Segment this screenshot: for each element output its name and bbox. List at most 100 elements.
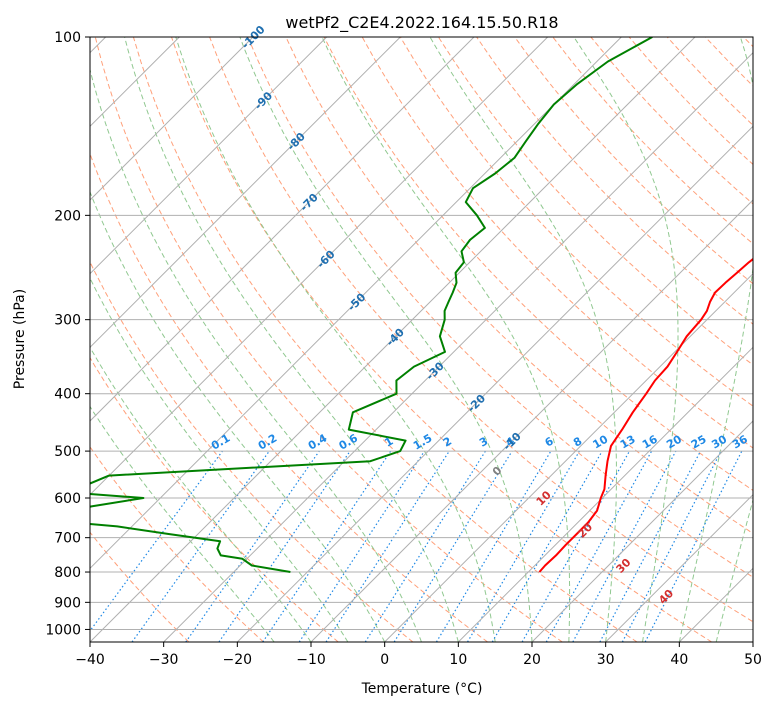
plot-frame	[89, 36, 754, 643]
moist-adiabat	[90, 405, 275, 642]
isotherm	[90, 37, 475, 422]
profile-lines	[90, 37, 753, 573]
moist-adiabat	[429, 37, 617, 642]
x-tick-label: −40	[75, 652, 105, 668]
y-tick-label: 1000	[45, 622, 81, 638]
mixing-ratio-label: 2	[441, 435, 454, 450]
y-tick-label: 200	[54, 208, 81, 224]
isotherm	[90, 37, 254, 201]
x-tick-label: 30	[597, 652, 615, 668]
y-tick-label: 500	[54, 444, 81, 460]
x-tick-label: −20	[223, 652, 253, 668]
x-axis-label: Temperature (°C)	[361, 681, 483, 697]
line-labels: 0.1 0.2 0.4 0.6 1 1.5 2 3 4 6 8 10 13 16 20 25 30 36-100-…	[209, 23, 750, 607]
mixing-ratio-label: 8	[571, 435, 584, 450]
y-axis-label: Pressure (hPa)	[12, 289, 28, 389]
isotherm	[90, 37, 401, 349]
isotherm	[90, 37, 328, 275]
y-tick-label: 900	[54, 595, 81, 611]
y-tick-label: 800	[54, 565, 81, 581]
moist-adiabat	[124, 37, 459, 642]
dry-adiabat	[704, 37, 753, 87]
chart-title: wetPf2_C2E4.2022.164.15.50.R18	[285, 13, 558, 33]
mixing-ratio-line	[90, 450, 223, 632]
moist-adiabat	[90, 67, 422, 642]
pseudoadiabat-label: 40	[656, 587, 676, 607]
dry-adiabat	[666, 37, 753, 126]
mixing-ratio-line	[466, 450, 580, 642]
mixing-ratio-label: 10	[591, 432, 611, 451]
dry-adiabat	[90, 531, 190, 642]
isotherm	[163, 51, 753, 642]
x-tick-label: 0	[380, 652, 389, 668]
moist-adiabat	[239, 37, 533, 642]
mixing-ratio-line	[435, 450, 552, 642]
mixing-ratio-label: 13	[618, 433, 638, 452]
moist-adiabat	[175, 37, 496, 642]
y-tick-label: 700	[54, 531, 81, 547]
dry-adiabat	[171, 37, 712, 642]
mixing-ratio-line	[599, 450, 702, 642]
isotherm	[90, 37, 696, 642]
mixing-ratio-line	[364, 450, 486, 642]
moist-adiabat	[573, 37, 679, 642]
mixing-ratio-label: 36	[730, 432, 750, 451]
dry-adiabat	[132, 37, 638, 642]
dry-adiabat	[437, 37, 753, 366]
isotherm	[457, 346, 753, 642]
moist-adiabat	[90, 346, 312, 642]
mixing-ratio-label: 1.5	[411, 432, 434, 453]
mixing-ratio-line	[262, 450, 392, 642]
dry-adiabat	[90, 356, 339, 642]
mixing-ratio-line	[521, 450, 631, 642]
isotherm-label: -80	[285, 130, 308, 153]
isotherm-label: -70	[298, 191, 321, 214]
x-tick-label: 20	[523, 652, 541, 668]
isotherm	[236, 125, 753, 642]
moist-adiabat	[715, 498, 753, 642]
dry-adiabat	[743, 37, 753, 48]
dry-adiabat	[90, 446, 264, 642]
mixing-ratio-label: 0.1	[209, 432, 232, 453]
y-tick-label: 600	[54, 491, 81, 507]
isotherm	[531, 420, 753, 642]
mixing-ratio-line	[644, 450, 743, 642]
isotherm	[90, 37, 622, 570]
isotherm-label: -90	[252, 89, 275, 112]
pseudoadiabat-label: 30	[614, 556, 634, 576]
x-axis-ticks: −40 −30 −20 −10 0 10 20 30 40 50	[75, 642, 762, 668]
isotherm	[384, 272, 753, 642]
isotherms	[90, 37, 753, 642]
moist-adiabat	[90, 277, 349, 642]
x-tick-label: 50	[744, 652, 762, 668]
dry-adiabat	[94, 37, 563, 642]
dry-adiabat	[90, 152, 488, 642]
x-tick-label: −10	[296, 652, 326, 668]
y-tick-label: 300	[54, 313, 81, 329]
x-tick-label: 10	[449, 652, 467, 668]
moist-adiabat	[90, 190, 386, 642]
pseudoadiabat-label: 10	[534, 488, 554, 508]
dry-adiabat	[361, 37, 753, 449]
mixing-ratio-line	[621, 450, 722, 642]
y-tick-label: 400	[54, 387, 81, 403]
x-tick-label: 40	[670, 652, 688, 668]
mixing-ratio-line	[325, 450, 450, 642]
mixing-ratio-label: 0.4	[306, 431, 330, 452]
dry-adiabat	[514, 37, 753, 285]
mixing-ratio-label: 1	[382, 435, 395, 450]
dewpoint-profile	[90, 37, 653, 573]
dry-adiabat	[247, 37, 753, 578]
mixing-ratio-label: 30	[709, 432, 729, 451]
mixing-ratio-line	[298, 450, 425, 642]
isotherm	[752, 641, 753, 642]
moist-adiabat	[678, 37, 753, 642]
mixing-ratio-lines	[90, 450, 743, 642]
mixing-ratio-line	[393, 450, 513, 642]
grid-lines	[90, 37, 753, 630]
mixing-ratio-line	[572, 450, 677, 642]
x-tick-label: −30	[149, 652, 179, 668]
dry-adiabat	[209, 37, 753, 623]
mixing-ratio-line	[491, 450, 603, 642]
